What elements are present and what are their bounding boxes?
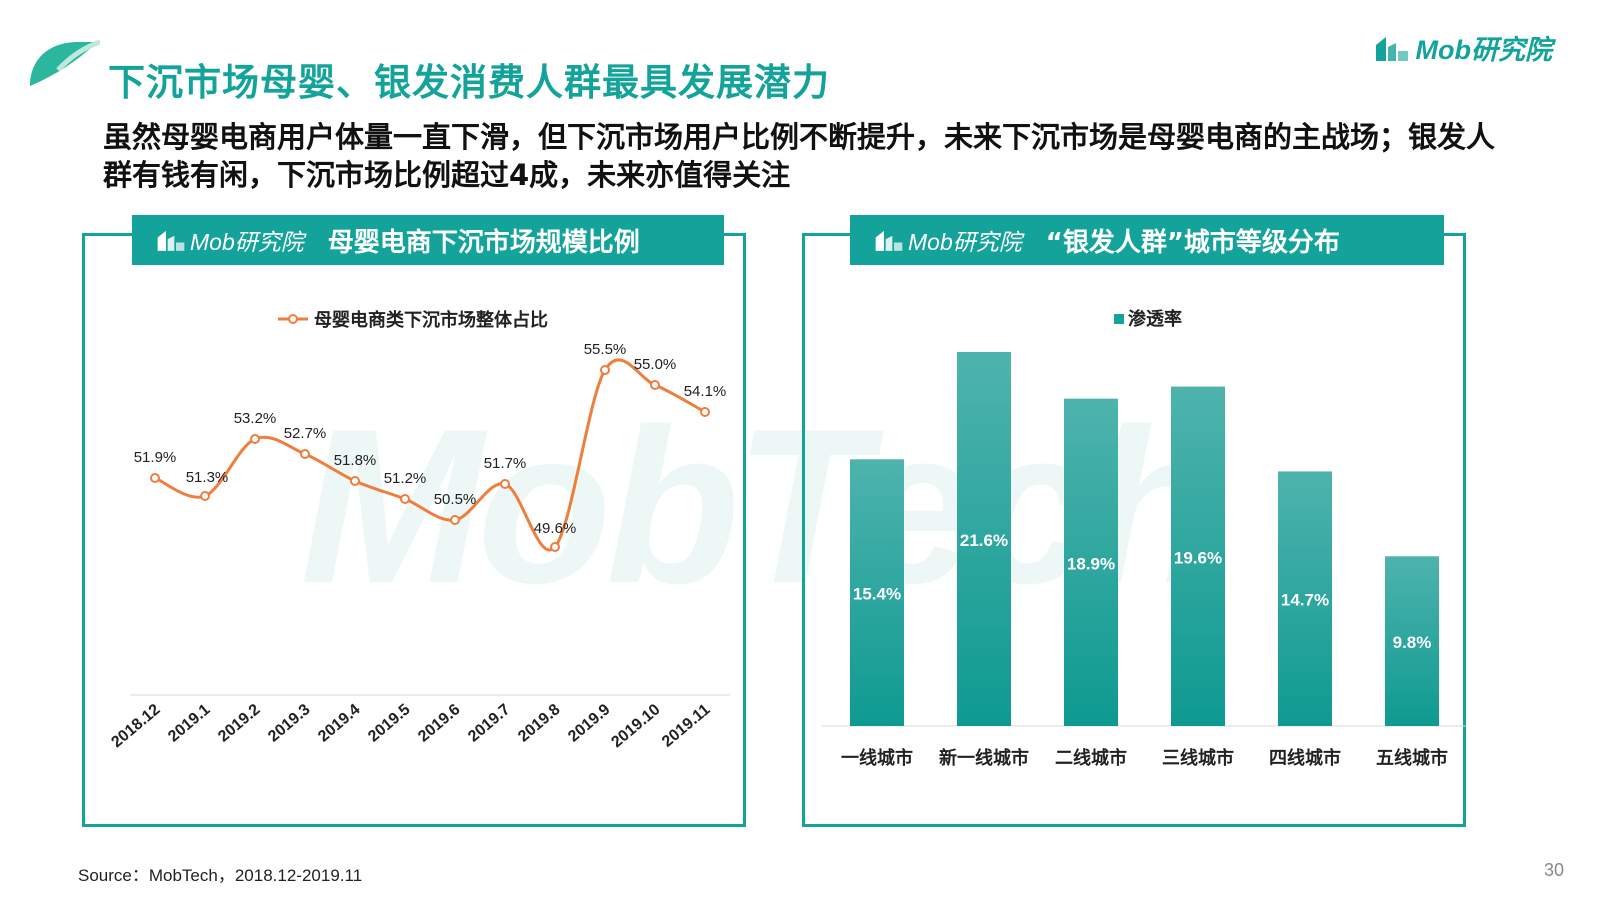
x-tick-label: 一线城市 [841, 747, 913, 768]
brand-logo: Mob研究院 [1374, 28, 1552, 67]
line-chart: 母婴电商类下沉市场整体占比 51.9% 51.3% 53.2% 52.7% 51.8% 51… [108, 309, 730, 751]
x-tick-label: 2019.5 [365, 701, 413, 746]
bar-chart: 渗透率 15.4% 一线城市 21.6% 新一线城市 18.9% 二线城市 19.6% 三线城市… [822, 308, 1466, 768]
bar-chart-title: “银发人群”城市等级分布 [1045, 227, 1340, 258]
panel-logo: Mob研究院 [874, 223, 1022, 257]
data-point [700, 407, 710, 417]
data-point [500, 479, 510, 489]
bar-value-label: 15.4% [853, 585, 901, 604]
x-tick-label: 新一线城市 [939, 747, 1029, 768]
x-tick-label: 2019.3 [265, 701, 313, 746]
data-point [400, 494, 410, 504]
bar-chart-panel [802, 233, 1466, 827]
legend-swatch [1114, 314, 1124, 324]
bar [1278, 471, 1332, 726]
data-label: 53.2% [234, 410, 277, 427]
data-point [450, 515, 460, 525]
panel-border-segment [802, 233, 850, 236]
x-tick-label: 2019.11 [659, 701, 714, 751]
page-title: 下沉市场母婴、银发消费人群最具发展潜力 [108, 61, 830, 104]
data-label: 51.8% [334, 452, 377, 469]
legend-label: 渗透率 [1128, 308, 1182, 329]
bar-value-label: 18.9% [1067, 554, 1115, 573]
data-label: 50.5% [434, 491, 477, 508]
legend-point-marker [288, 314, 298, 324]
source-note: Source：MobTech，2018.12-2019.11 [78, 866, 363, 885]
data-label: 51.2% [384, 470, 427, 487]
panel-logo-text: Mob研究院 [908, 229, 1022, 255]
panel-logo-text: Mob研究院 [190, 229, 304, 255]
panel-border-segment [1444, 233, 1466, 236]
data-label: 49.6% [534, 520, 577, 537]
bar [1385, 556, 1439, 726]
data-label: 51.7% [484, 455, 527, 472]
mob-logo-icon [875, 230, 903, 251]
x-tick-label: 三线城市 [1162, 747, 1234, 768]
data-point [600, 365, 610, 375]
subtitle: 虽然母婴电商用户体量一直下滑，但下沉市场用户比例不断提升，未来下沉市场是母婴电商… [103, 120, 1496, 192]
data-point [550, 542, 560, 552]
mob-logo-icon [1375, 36, 1408, 61]
data-label: 55.5% [584, 341, 627, 358]
x-tick-label: 二线城市 [1055, 747, 1127, 768]
line-chart-header: Mob研究院 母婴电商下沉市场规模比例 [132, 215, 724, 265]
data-label: 52.7% [284, 425, 327, 442]
data-label: 54.1% [684, 383, 727, 400]
data-label: 51.9% [134, 449, 177, 466]
x-tick-label: 2019.7 [465, 701, 513, 746]
page-number: 30 [1543, 860, 1564, 880]
x-tick-label: 2019.2 [215, 701, 263, 746]
panel-border-segment [724, 233, 746, 236]
brand-logo-text: Mob研究院 [1415, 35, 1552, 65]
bar-chart-header: Mob研究院 “银发人群”城市等级分布 [850, 215, 1444, 265]
legend-label: 母婴电商类下沉市场整体占比 [314, 309, 548, 330]
data-label: 51.3% [186, 469, 229, 486]
data-point [350, 476, 360, 486]
x-tick-label: 2019.10 [608, 701, 663, 751]
panel-border-segment [82, 233, 132, 236]
bar-value-label: 21.6% [960, 531, 1008, 550]
x-tick-label: 2019.8 [515, 701, 563, 746]
bar-value-label: 14.7% [1281, 591, 1329, 610]
bar-value-label: 9.8% [1393, 633, 1432, 652]
x-tick-label: 四线城市 [1269, 747, 1341, 768]
bar [850, 459, 904, 726]
corner-leaf-decoration [30, 40, 100, 86]
data-point [250, 434, 260, 444]
bar [957, 351, 1011, 726]
data-point [300, 449, 310, 459]
data-point [650, 380, 660, 390]
bar [1064, 398, 1118, 726]
x-tick-label: 2018.12 [108, 701, 163, 751]
bar-value-label: 19.6% [1174, 548, 1222, 567]
series-line [154, 358, 706, 552]
x-tick-label: 2019.6 [415, 701, 463, 746]
data-point [150, 473, 160, 483]
data-label: 55.0% [634, 356, 677, 373]
x-tick-label: 五线城市 [1376, 747, 1448, 768]
line-chart-panel [82, 233, 746, 827]
panel-logo: Mob研究院 [156, 223, 304, 257]
x-tick-label: 2019.1 [165, 701, 213, 746]
bar [1171, 386, 1225, 726]
mob-logo-icon [157, 230, 185, 251]
x-tick-label: 2019.9 [565, 701, 613, 746]
line-chart-title: 母婴电商下沉市场规模比例 [327, 227, 640, 258]
x-tick-label: 2019.4 [315, 701, 363, 746]
data-point [200, 491, 210, 501]
